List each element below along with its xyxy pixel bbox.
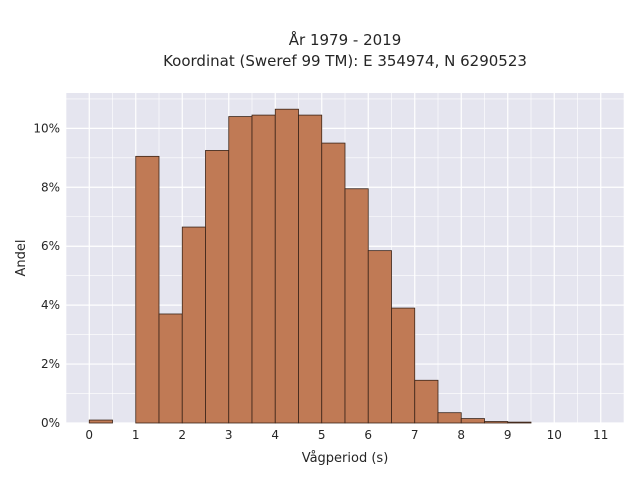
histogram-bar	[205, 150, 230, 424]
chart-title-line-2: Koordinat (Sweref 99 TM): E 354974, N 62…	[163, 52, 527, 70]
histogram-bar	[88, 419, 113, 424]
histogram-bar	[228, 116, 253, 424]
histogram-bar	[437, 412, 462, 424]
x-axis-label: Vågperiod (s)	[302, 451, 389, 466]
x-tick-label: 10	[547, 428, 562, 442]
x-tick-label: 7	[411, 428, 419, 442]
y-tick-label: 10%	[33, 121, 60, 135]
y-axis-ticks: 0% 2% 4% 6% 8% 10%	[33, 121, 60, 430]
histogram-bar	[251, 114, 276, 424]
x-tick-label: 5	[318, 428, 326, 442]
histogram-bar	[344, 188, 369, 424]
x-tick-label: 1	[132, 428, 140, 442]
x-tick-label: 8	[457, 428, 465, 442]
x-tick-label: 2	[178, 428, 186, 442]
histogram-bar	[135, 155, 160, 424]
x-tick-label: 0	[85, 428, 93, 442]
histogram-bars	[88, 108, 532, 424]
histogram-bar	[298, 114, 323, 424]
x-tick-label: 11	[593, 428, 608, 442]
histogram-bar	[484, 421, 509, 424]
histogram-bar	[414, 379, 439, 424]
x-tick-label: 6	[364, 428, 372, 442]
y-tick-label: 6%	[41, 239, 60, 253]
histogram-bar	[507, 421, 532, 424]
histogram-bar	[321, 142, 346, 424]
histogram-bar	[367, 250, 392, 424]
y-tick-label: 0%	[41, 416, 60, 430]
histogram-bar	[460, 418, 485, 424]
x-tick-label: 4	[271, 428, 279, 442]
y-tick-label: 4%	[41, 298, 60, 312]
x-tick-label: 9	[504, 428, 512, 442]
y-tick-label: 2%	[41, 357, 60, 371]
x-axis-ticks: 0 1 2 3 4 5 6 7 8 9 10 11	[85, 428, 608, 442]
y-tick-label: 8%	[41, 180, 60, 194]
y-axis-label: Andel	[14, 240, 29, 277]
histogram-bar	[391, 307, 416, 424]
histogram-bar	[274, 108, 299, 424]
histogram-bar	[181, 226, 206, 424]
chart-title-line-1: År 1979 - 2019	[289, 30, 402, 49]
x-tick-label: 3	[225, 428, 233, 442]
histogram-bar	[158, 313, 183, 424]
